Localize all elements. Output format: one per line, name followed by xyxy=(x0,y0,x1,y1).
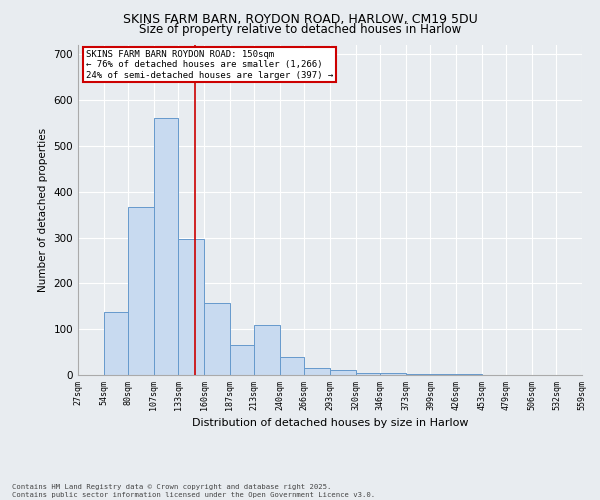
Bar xyxy=(330,370,356,375)
Y-axis label: Number of detached properties: Number of detached properties xyxy=(38,128,48,292)
Bar xyxy=(204,303,230,375)
Bar xyxy=(356,372,380,375)
Text: SKINS FARM BARN, ROYDON ROAD, HARLOW, CM19 5DU: SKINS FARM BARN, ROYDON ROAD, HARLOW, CM… xyxy=(122,12,478,26)
Bar xyxy=(380,372,406,375)
Bar xyxy=(406,374,430,375)
Bar xyxy=(254,324,280,375)
Bar xyxy=(178,239,204,375)
Text: Contains HM Land Registry data © Crown copyright and database right 2025.
Contai: Contains HM Land Registry data © Crown c… xyxy=(12,484,375,498)
Bar xyxy=(456,374,482,375)
Bar xyxy=(230,345,254,375)
X-axis label: Distribution of detached houses by size in Harlow: Distribution of detached houses by size … xyxy=(192,418,468,428)
Bar xyxy=(128,207,154,375)
Bar xyxy=(430,374,456,375)
Bar xyxy=(104,312,128,375)
Text: Size of property relative to detached houses in Harlow: Size of property relative to detached ho… xyxy=(139,22,461,36)
Bar xyxy=(280,356,304,375)
Bar xyxy=(154,118,178,375)
Text: SKINS FARM BARN ROYDON ROAD: 150sqm
← 76% of detached houses are smaller (1,266): SKINS FARM BARN ROYDON ROAD: 150sqm ← 76… xyxy=(86,50,333,80)
Bar xyxy=(304,368,330,375)
